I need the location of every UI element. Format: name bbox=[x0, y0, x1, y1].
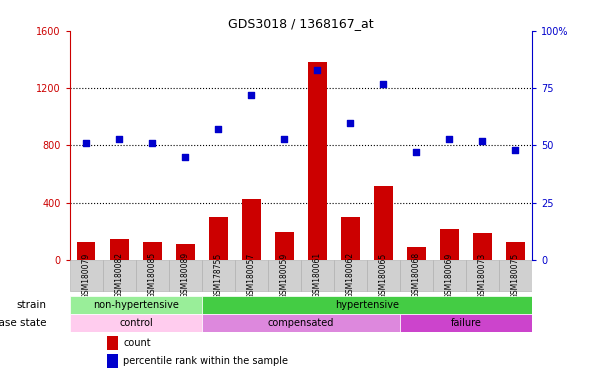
Text: GSM180073: GSM180073 bbox=[478, 252, 487, 299]
Text: count: count bbox=[123, 338, 151, 348]
Bar bbox=[169, 260, 202, 291]
Text: hypertensive: hypertensive bbox=[335, 300, 399, 310]
Point bbox=[444, 136, 454, 142]
Point bbox=[148, 140, 157, 146]
Bar bbox=[209, 217, 227, 260]
Bar bbox=[301, 260, 334, 291]
Text: GSM180057: GSM180057 bbox=[247, 252, 256, 299]
Bar bbox=[202, 260, 235, 291]
Text: disease state: disease state bbox=[0, 318, 47, 328]
Text: GSM180068: GSM180068 bbox=[412, 252, 421, 298]
Point bbox=[247, 92, 257, 98]
Bar bbox=[506, 242, 525, 260]
Bar bbox=[474, 233, 491, 260]
Text: GSM180062: GSM180062 bbox=[346, 252, 355, 298]
Bar bbox=[440, 229, 458, 260]
Bar bbox=[243, 199, 260, 260]
Bar bbox=[103, 260, 136, 291]
Text: GSM180059: GSM180059 bbox=[280, 252, 289, 299]
Text: GSM180089: GSM180089 bbox=[181, 252, 190, 298]
Bar bbox=[275, 232, 294, 260]
Bar bbox=[367, 260, 400, 291]
Bar bbox=[70, 260, 103, 291]
Bar bbox=[77, 242, 95, 260]
Bar bbox=[107, 354, 119, 368]
Bar bbox=[235, 260, 268, 291]
Text: GSM180075: GSM180075 bbox=[511, 252, 520, 299]
Text: compensated: compensated bbox=[268, 318, 334, 328]
Bar bbox=[334, 260, 367, 291]
Title: GDS3018 / 1368167_at: GDS3018 / 1368167_at bbox=[228, 17, 374, 30]
Bar bbox=[466, 260, 499, 291]
Bar bbox=[70, 296, 202, 314]
Text: control: control bbox=[119, 318, 153, 328]
Bar bbox=[107, 336, 119, 350]
Bar bbox=[400, 260, 433, 291]
Point bbox=[511, 147, 520, 153]
Point bbox=[280, 136, 289, 142]
Point bbox=[114, 136, 124, 142]
Bar bbox=[341, 217, 359, 260]
Point bbox=[379, 80, 389, 86]
Text: strain: strain bbox=[17, 300, 47, 310]
Text: GSM180069: GSM180069 bbox=[445, 252, 454, 299]
Point bbox=[213, 126, 223, 132]
Bar bbox=[308, 62, 326, 260]
Bar bbox=[499, 260, 532, 291]
Bar bbox=[202, 314, 400, 332]
Text: GSM180082: GSM180082 bbox=[115, 252, 124, 298]
Text: GSM180061: GSM180061 bbox=[313, 252, 322, 298]
Bar bbox=[268, 260, 301, 291]
Bar bbox=[110, 240, 128, 260]
Point bbox=[478, 138, 488, 144]
Text: failure: failure bbox=[451, 318, 482, 328]
Bar bbox=[143, 242, 162, 260]
Bar bbox=[400, 314, 532, 332]
Text: non-hypertensive: non-hypertensive bbox=[93, 300, 179, 310]
Point bbox=[412, 149, 421, 156]
Point bbox=[181, 154, 190, 160]
Point bbox=[81, 140, 91, 146]
Bar bbox=[433, 260, 466, 291]
Bar bbox=[375, 185, 393, 260]
Bar bbox=[176, 245, 195, 260]
Bar bbox=[70, 314, 202, 332]
Point bbox=[345, 119, 355, 126]
Text: GSM178755: GSM178755 bbox=[214, 252, 223, 299]
Text: GSM180065: GSM180065 bbox=[379, 252, 388, 299]
Text: percentile rank within the sample: percentile rank within the sample bbox=[123, 356, 288, 366]
Bar bbox=[407, 247, 426, 260]
Text: GSM180085: GSM180085 bbox=[148, 252, 157, 298]
Bar bbox=[136, 260, 169, 291]
Point bbox=[313, 67, 322, 73]
Text: GSM180079: GSM180079 bbox=[82, 252, 91, 299]
Bar bbox=[202, 296, 532, 314]
